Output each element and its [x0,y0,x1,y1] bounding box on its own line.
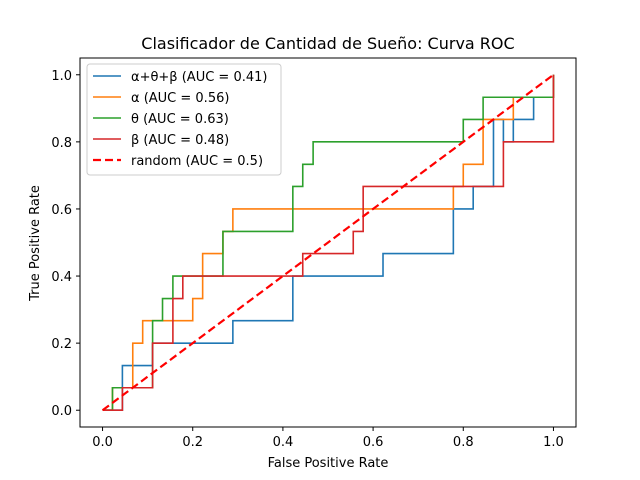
y-tick-label: 0.8 [51,136,72,151]
plot-lines [101,73,555,412]
legend-label-2: θ (AUC = 0.63) [131,112,229,127]
legend-label-0: α+θ+β (AUC = 0.41) [131,70,267,85]
legend-label-1: α (AUC = 0.56) [131,91,229,106]
x-tick-label: 0.4 [273,435,294,450]
y-tick-label: 0.0 [51,404,72,419]
x-tick-label: 1.0 [543,435,564,450]
legend-box [86,63,282,176]
x-tick-label: 0.2 [182,435,203,450]
plot-frame [79,57,577,428]
chart-title: Clasificador de Cantidad de Sueño: Curva… [141,34,514,53]
legend: α+θ+β (AUC = 0.41) α (AUC = 0.56) θ (AUC =… [86,63,282,176]
y-tick-label: 0.4 [51,270,72,285]
y-axis-label: True Positive Rate [28,185,43,302]
x-tick-label: 0.0 [92,435,113,450]
series-line-3 [102,74,555,412]
x-axis-ticks: 0.0 0.2 0.4 0.6 0.8 1.0 [92,427,564,450]
legend-label-4: random (AUC = 0.5) [131,154,263,169]
x-tick-label: 0.6 [363,435,384,450]
legend-label-3: β (AUC = 0.48) [131,133,229,148]
series-line-4 [101,73,555,412]
x-axis-label: False Positive Rate [268,456,389,471]
y-tick-label: 1.0 [51,69,72,84]
y-axis-ticks: 0.0 0.2 0.4 0.6 0.8 1.0 [51,69,80,419]
x-tick-label: 0.8 [453,435,474,450]
series-line-2 [102,74,555,412]
y-tick-label: 0.6 [51,203,72,218]
y-tick-label: 0.2 [51,337,72,352]
